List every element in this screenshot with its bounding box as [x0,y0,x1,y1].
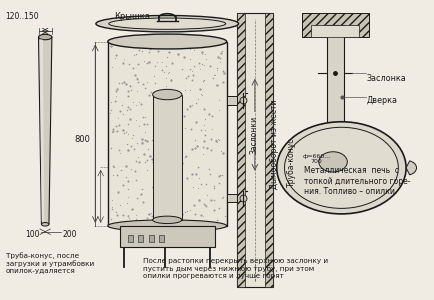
Text: После растопки перекрыть верхнюю заслонку и
пустить дым через нижнюю трубу, при : После растопки перекрыть верхнюю заслонк… [143,259,329,280]
Text: 200: 200 [63,230,78,239]
Bar [227,194,237,202]
Ellipse shape [41,223,49,226]
Circle shape [285,127,398,208]
Bar [311,25,359,37]
Text: Заслонки: Заслонки [249,116,258,154]
Text: Заслонка: Заслонка [366,74,406,83]
Wedge shape [406,161,417,175]
Ellipse shape [153,216,182,224]
Text: 800: 800 [75,135,91,144]
Bar [302,13,368,37]
Circle shape [319,152,347,172]
Bar [149,235,154,242]
Bar [237,13,245,287]
Bar [227,96,237,105]
Bar [153,94,182,220]
Text: Дверка: Дверка [366,97,398,106]
Ellipse shape [109,18,226,29]
Text: ф=660...
700: ф=660... 700 [302,154,331,164]
Bar [159,235,164,242]
Bar [138,235,144,242]
Bar [108,41,227,226]
Text: Металлическая  печь  с
топкой длительного горе-
ния. Топливо – опилки.: Металлическая печь с топкой длительного … [304,166,411,196]
Polygon shape [40,40,43,221]
Circle shape [277,122,406,214]
Bar [237,13,273,287]
Bar [327,25,343,138]
Text: Труба-конус: Труба-конус [287,137,296,187]
Bar [265,13,273,287]
Text: 120..150: 120..150 [6,12,39,21]
Bar [120,226,215,247]
Ellipse shape [96,16,239,32]
Text: Труба-конус, после
загрузки и утрамбовки
опилок-удаляется: Труба-конус, после загрузки и утрамбовки… [6,253,94,274]
Bar [128,235,133,242]
Ellipse shape [108,220,227,232]
Text: Дымооборот из жести: Дымооборот из жести [270,99,279,189]
Text: 100: 100 [26,230,40,239]
Polygon shape [39,37,52,224]
Text: Крышка: Крышка [114,12,150,21]
Ellipse shape [153,89,182,100]
Ellipse shape [108,34,227,49]
Ellipse shape [39,34,52,40]
